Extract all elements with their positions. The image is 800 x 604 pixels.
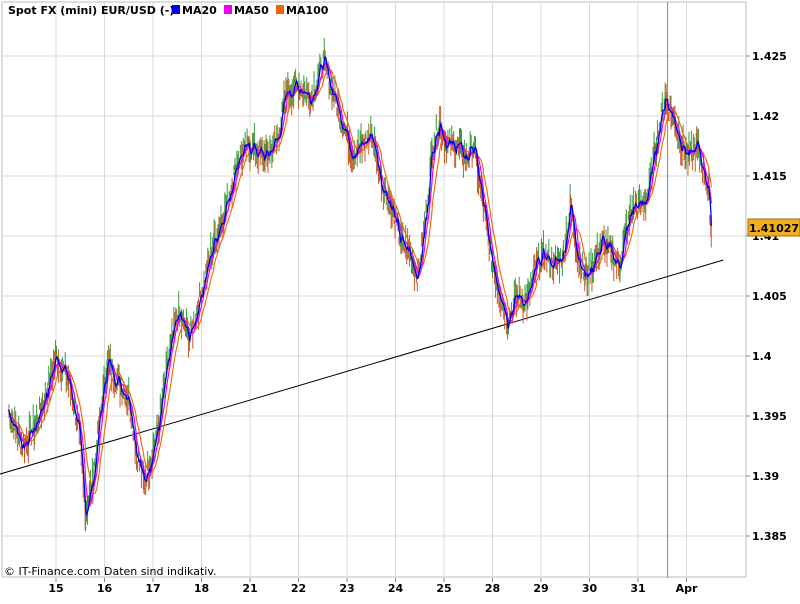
ma100-line — [7, 68, 712, 495]
x-tick-label: 24 — [388, 582, 404, 595]
y-tick-label: 1.39 — [752, 470, 779, 483]
y-tick-label: 1.405 — [752, 290, 787, 303]
chart-title: Spot FX (mini) EUR/USD (-) — [8, 4, 174, 17]
ma20-line — [7, 56, 712, 517]
y-tick-label: 1.4 — [752, 350, 772, 363]
x-tick-label: 23 — [339, 582, 354, 595]
chart-header: Spot FX (mini) EUR/USD (-) MA20 MA50 MA100 — [8, 4, 329, 17]
support-line — [0, 259, 724, 475]
legend-label: MA100 — [286, 4, 329, 17]
y-tick-label: 1.425 — [752, 50, 787, 63]
x-tick-label: 18 — [194, 582, 209, 595]
footer-credit: © IT-Finance.com Daten sind indikativ. — [4, 565, 217, 578]
x-tick-label: 16 — [97, 582, 113, 595]
legend-swatch — [224, 5, 232, 14]
x-axis: 15 16 17 18 21 22 23 24 25 28 29 30 31 Apr — [48, 578, 698, 595]
x-tick-label: Apr — [676, 582, 698, 595]
x-tick-label: 15 — [48, 582, 63, 595]
y-tick-label: 1.395 — [752, 410, 787, 423]
y-tick-label: 1.415 — [752, 170, 787, 183]
legend-swatch — [172, 5, 180, 14]
ma100-series — [7, 68, 712, 495]
plot-frame — [1, 1, 747, 578]
ma20-series — [7, 56, 712, 517]
y-tick-label: 1.385 — [752, 530, 787, 543]
x-tick-label: 28 — [485, 582, 500, 595]
x-tick-label: 17 — [145, 582, 160, 595]
x-tick-label: 22 — [291, 582, 306, 595]
x-tick-label: 21 — [242, 582, 257, 595]
last-price-badge: 1.41027 — [747, 218, 800, 237]
x-tick-label: 29 — [533, 582, 548, 595]
legend: MA20 MA50 MA100 — [172, 4, 329, 17]
support-trendline — [0, 259, 724, 475]
last-price-label: 1.41027 — [749, 222, 799, 235]
x-tick-label: 25 — [436, 582, 451, 595]
y-tick-label: 1.42 — [752, 110, 779, 123]
legend-label: MA50 — [234, 4, 269, 17]
x-tick-label: 30 — [582, 582, 598, 595]
legend-swatch — [276, 5, 284, 14]
last-price-box — [747, 218, 800, 237]
legend-label: MA20 — [182, 4, 217, 17]
x-tick-label: 31 — [630, 582, 645, 595]
